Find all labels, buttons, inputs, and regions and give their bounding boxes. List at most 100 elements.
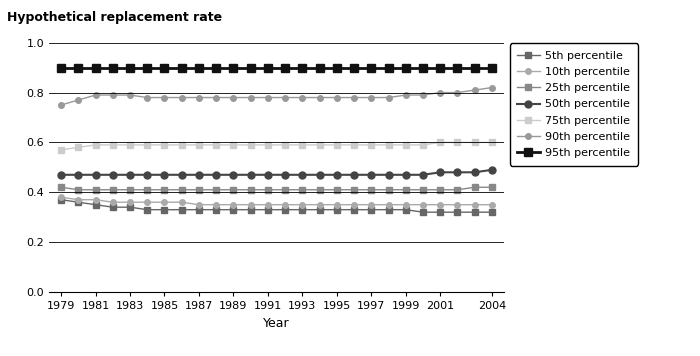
75th percentile xyxy=(332,143,341,147)
5th percentile xyxy=(212,208,220,212)
25th percentile xyxy=(108,188,117,192)
50th percentile xyxy=(488,168,496,172)
75th percentile xyxy=(402,143,410,147)
10th percentile xyxy=(436,203,445,207)
95th percentile xyxy=(384,66,393,70)
5th percentile xyxy=(316,208,324,212)
X-axis label: Year: Year xyxy=(263,316,290,330)
25th percentile xyxy=(436,188,445,192)
90th percentile xyxy=(402,93,410,97)
90th percentile xyxy=(108,93,117,97)
10th percentile xyxy=(57,195,65,199)
50th percentile xyxy=(281,173,289,177)
90th percentile xyxy=(436,90,445,95)
95th percentile xyxy=(246,66,255,70)
90th percentile xyxy=(91,93,99,97)
95th percentile xyxy=(108,66,117,70)
50th percentile xyxy=(160,173,169,177)
90th percentile xyxy=(367,95,375,100)
25th percentile xyxy=(74,188,83,192)
50th percentile xyxy=(143,173,151,177)
50th percentile xyxy=(436,170,445,174)
5th percentile xyxy=(143,208,151,212)
90th percentile xyxy=(332,95,341,100)
95th percentile xyxy=(436,66,445,70)
75th percentile xyxy=(212,143,220,147)
10th percentile xyxy=(419,203,427,207)
50th percentile xyxy=(57,173,65,177)
25th percentile xyxy=(195,188,203,192)
10th percentile xyxy=(350,203,358,207)
95th percentile xyxy=(195,66,203,70)
25th percentile xyxy=(454,188,462,192)
75th percentile xyxy=(316,143,324,147)
25th percentile xyxy=(332,188,341,192)
25th percentile xyxy=(419,188,427,192)
50th percentile xyxy=(246,173,255,177)
95th percentile xyxy=(57,66,65,70)
Line: 10th percentile: 10th percentile xyxy=(58,194,495,208)
25th percentile xyxy=(488,185,496,189)
75th percentile xyxy=(91,143,99,147)
10th percentile xyxy=(212,203,220,207)
5th percentile xyxy=(454,210,462,214)
Line: 5th percentile: 5th percentile xyxy=(58,197,495,215)
25th percentile xyxy=(316,188,324,192)
90th percentile xyxy=(229,95,237,100)
95th percentile xyxy=(91,66,99,70)
25th percentile xyxy=(281,188,289,192)
10th percentile xyxy=(470,203,479,207)
75th percentile xyxy=(246,143,255,147)
75th percentile xyxy=(195,143,203,147)
10th percentile xyxy=(298,203,307,207)
90th percentile xyxy=(143,95,151,100)
Text: Hypothetical replacement rate: Hypothetical replacement rate xyxy=(7,11,222,24)
95th percentile xyxy=(212,66,220,70)
25th percentile xyxy=(229,188,237,192)
25th percentile xyxy=(298,188,307,192)
90th percentile xyxy=(195,95,203,100)
Line: 25th percentile: 25th percentile xyxy=(58,184,495,193)
5th percentile xyxy=(246,208,255,212)
5th percentile xyxy=(350,208,358,212)
Line: 75th percentile: 75th percentile xyxy=(58,140,495,153)
75th percentile xyxy=(350,143,358,147)
50th percentile xyxy=(316,173,324,177)
75th percentile xyxy=(178,143,186,147)
75th percentile xyxy=(470,140,479,145)
95th percentile xyxy=(402,66,410,70)
95th percentile xyxy=(488,66,496,70)
5th percentile xyxy=(367,208,375,212)
Line: 50th percentile: 50th percentile xyxy=(57,166,496,178)
50th percentile xyxy=(384,173,393,177)
75th percentile xyxy=(367,143,375,147)
75th percentile xyxy=(436,140,445,145)
90th percentile xyxy=(212,95,220,100)
75th percentile xyxy=(281,143,289,147)
10th percentile xyxy=(74,198,83,202)
10th percentile xyxy=(488,203,496,207)
10th percentile xyxy=(316,203,324,207)
75th percentile xyxy=(108,143,117,147)
25th percentile xyxy=(126,188,134,192)
95th percentile xyxy=(367,66,375,70)
50th percentile xyxy=(74,173,83,177)
25th percentile xyxy=(212,188,220,192)
50th percentile xyxy=(470,170,479,174)
75th percentile xyxy=(74,145,83,150)
5th percentile xyxy=(402,208,410,212)
25th percentile xyxy=(91,188,99,192)
25th percentile xyxy=(160,188,169,192)
10th percentile xyxy=(402,203,410,207)
50th percentile xyxy=(332,173,341,177)
5th percentile xyxy=(332,208,341,212)
10th percentile xyxy=(195,203,203,207)
5th percentile xyxy=(74,200,83,204)
90th percentile xyxy=(246,95,255,100)
10th percentile xyxy=(264,203,272,207)
5th percentile xyxy=(57,198,65,202)
75th percentile xyxy=(488,140,496,145)
50th percentile xyxy=(264,173,272,177)
90th percentile xyxy=(488,85,496,90)
50th percentile xyxy=(350,173,358,177)
